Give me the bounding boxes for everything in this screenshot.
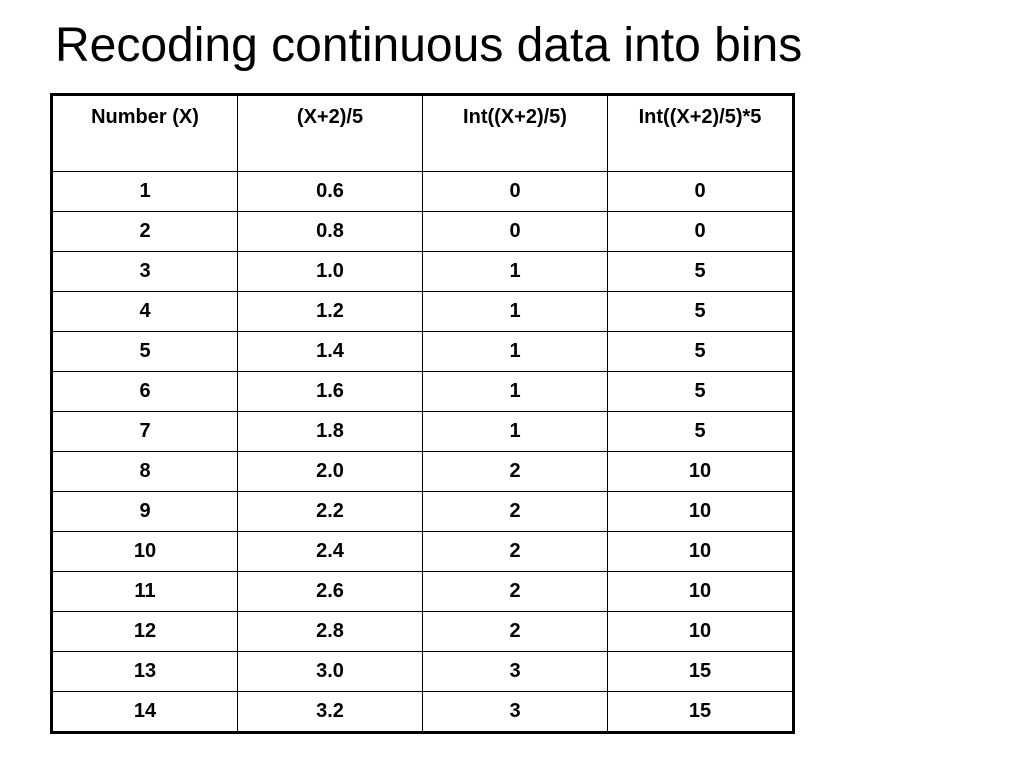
table-cell: 5 xyxy=(607,371,794,412)
table-cell: 1.8 xyxy=(237,411,423,452)
table-cell: 5 xyxy=(607,251,794,292)
table-cell: 3.2 xyxy=(237,691,423,733)
table-cell: 9 xyxy=(51,491,238,532)
table-cell: 10 xyxy=(607,531,794,572)
header-cell: (X+2)/5 xyxy=(237,94,423,172)
table-cell: 10 xyxy=(607,491,794,532)
table-cell: 5 xyxy=(607,331,794,372)
table-cell: 4 xyxy=(51,291,238,332)
table-cell: 1 xyxy=(422,331,608,372)
table-row: 13 3.0 3 15 xyxy=(51,651,794,692)
table-header: Number (X) (X+2)/5 Int((X+2)/5) Int((X+2)/5… xyxy=(51,94,794,172)
table-row: 8 2.0 2 10 xyxy=(51,451,794,492)
table-cell: 3 xyxy=(51,251,238,292)
table-row: 10 2.4 2 10 xyxy=(51,531,794,572)
table-cell: 0.8 xyxy=(237,211,423,252)
table-row: 6 1.6 1 5 xyxy=(51,371,794,412)
header-cell: Int((X+2)/5) xyxy=(422,94,608,172)
table-cell: 1 xyxy=(422,371,608,412)
table-cell: 0 xyxy=(607,171,794,212)
table-cell: 0 xyxy=(607,211,794,252)
table-cell: 1 xyxy=(422,251,608,292)
table-cell: 6 xyxy=(51,371,238,412)
table-cell: 1 xyxy=(51,171,238,212)
table-cell: 10 xyxy=(607,611,794,652)
table-cell: 14 xyxy=(51,691,238,733)
table-cell: 2 xyxy=(422,491,608,532)
table-cell: 2 xyxy=(422,531,608,572)
table-cell: 2 xyxy=(422,451,608,492)
table-cell: 5 xyxy=(607,291,794,332)
table-body: 1 0.6 0 0 2 0.8 0 0 3 1.0 1 5 4 1.2 1 5 5 1.4 1 5 6 1.6 1 5 7 1.8… xyxy=(51,171,794,733)
table-cell: 13 xyxy=(51,651,238,692)
table-cell: 2 xyxy=(51,211,238,252)
table-cell: 5 xyxy=(607,411,794,452)
table-cell: 2 xyxy=(422,571,608,612)
table-cell: 2 xyxy=(422,611,608,652)
table-cell: 1.6 xyxy=(237,371,423,412)
table-cell: 10 xyxy=(607,571,794,612)
table-cell: 2.8 xyxy=(237,611,423,652)
table-row: 9 2.2 2 10 xyxy=(51,491,794,532)
table-cell: 12 xyxy=(51,611,238,652)
table-cell: 3.0 xyxy=(237,651,423,692)
table-row: 11 2.6 2 10 xyxy=(51,571,794,612)
table-cell: 0.6 xyxy=(237,171,423,212)
table-cell: 2.2 xyxy=(237,491,423,532)
table-cell: 0 xyxy=(422,171,608,212)
table-row: 5 1.4 1 5 xyxy=(51,331,794,372)
table-cell: 5 xyxy=(51,331,238,372)
table-cell: 11 xyxy=(51,571,238,612)
header-cell: Int((X+2)/5)*5 xyxy=(607,94,794,172)
data-table: Number (X) (X+2)/5 Int((X+2)/5) Int((X+2)/5… xyxy=(50,93,795,734)
table-cell: 10 xyxy=(51,531,238,572)
slide-title: Recoding continuous data into bins xyxy=(55,19,803,72)
table-cell: 3 xyxy=(422,691,608,733)
table-cell: 1 xyxy=(422,291,608,332)
table-cell: 15 xyxy=(607,651,794,692)
table-cell: 2.4 xyxy=(237,531,423,572)
table-row: 2 0.8 0 0 xyxy=(51,211,794,252)
table-cell: 0 xyxy=(422,211,608,252)
header-cell: Number (X) xyxy=(51,94,238,172)
table-row: 7 1.8 1 5 xyxy=(51,411,794,452)
table-row: 3 1.0 1 5 xyxy=(51,251,794,292)
table-cell: 2.6 xyxy=(237,571,423,612)
header-row: Number (X) (X+2)/5 Int((X+2)/5) Int((X+2)/5… xyxy=(51,94,794,172)
table-cell: 2.0 xyxy=(237,451,423,492)
table-cell: 15 xyxy=(607,691,794,733)
table-cell: 1.4 xyxy=(237,331,423,372)
table-cell: 1.2 xyxy=(237,291,423,332)
table-cell: 1.0 xyxy=(237,251,423,292)
table-row: 1 0.6 0 0 xyxy=(51,171,794,212)
table-row: 12 2.8 2 10 xyxy=(51,611,794,652)
table-cell: 10 xyxy=(607,451,794,492)
table-cell: 3 xyxy=(422,651,608,692)
table-row: 4 1.2 1 5 xyxy=(51,291,794,332)
table-cell: 7 xyxy=(51,411,238,452)
table-row: 14 3.2 3 15 xyxy=(51,691,794,733)
table-cell: 8 xyxy=(51,451,238,492)
table-cell: 1 xyxy=(422,411,608,452)
